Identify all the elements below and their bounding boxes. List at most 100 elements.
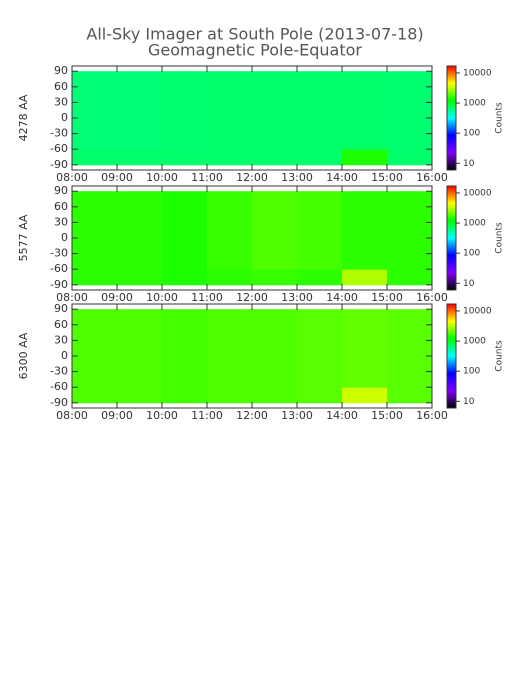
- heatmap-cell: [252, 387, 298, 404]
- heatmap-cell: [117, 356, 163, 373]
- heatmap-cell: [387, 206, 433, 223]
- heatmap-cell: [342, 191, 388, 208]
- x-tick-label: 14:00: [326, 291, 358, 304]
- heatmap-cell: [162, 191, 208, 208]
- heatmap-cell: [162, 118, 208, 135]
- heatmap-cell: [297, 356, 343, 373]
- heatmap-cell: [207, 269, 253, 286]
- heatmap-cell: [297, 71, 343, 88]
- heatmap-cell: [162, 309, 208, 326]
- heatmap-cell: [297, 269, 343, 286]
- heatmap-cell: [117, 206, 163, 223]
- heatmap-cell: [342, 133, 388, 150]
- heatmap-cell: [207, 133, 253, 150]
- heatmap-cell: [162, 206, 208, 223]
- colorbar: 10 100 1000 10000 Counts: [446, 185, 505, 291]
- heatmap-cell: [297, 253, 343, 270]
- y-tick-label: -90: [50, 396, 68, 409]
- heatmap-cell: [72, 371, 118, 388]
- heatmap-cell: [252, 149, 298, 166]
- colorbar-scale: [446, 65, 457, 171]
- heatmap-cell: [297, 206, 343, 223]
- heatmap-cell: [252, 191, 298, 208]
- heatmap-cell: [162, 269, 208, 286]
- y-tick-label: -30: [50, 365, 68, 378]
- heatmap-cell: [207, 324, 253, 341]
- x-tick-label: 09:00: [101, 171, 133, 184]
- heatmap-cell: [342, 102, 388, 119]
- heatmap-cell: [297, 238, 343, 255]
- x-tick-label: 09:00: [101, 409, 133, 422]
- heatmap-cell: [342, 253, 388, 270]
- y-tick-label: 60: [54, 318, 68, 331]
- heatmap-cell: [207, 191, 253, 208]
- x-tick-label: 08:00: [56, 409, 88, 422]
- heatmap-cell: [117, 149, 163, 166]
- heatmap-cell: [162, 238, 208, 255]
- heatmap-cell: [297, 191, 343, 208]
- y-tick-label: 90: [54, 302, 68, 315]
- heatmap-cell: [387, 133, 433, 150]
- heatmap-cell: [342, 340, 388, 357]
- heatmap-cell: [207, 356, 253, 373]
- x-tick-label: 16:00: [416, 171, 448, 184]
- heatmap-cell: [342, 309, 388, 326]
- heatmap-cell: [252, 71, 298, 88]
- heatmap-cell: [117, 191, 163, 208]
- x-tick-label: 11:00: [191, 171, 223, 184]
- heatmap-cell: [117, 118, 163, 135]
- heatmap-cell: [162, 71, 208, 88]
- heatmap-cell: [72, 253, 118, 270]
- y-tick-label: 30: [54, 333, 68, 346]
- colorbar-tick-label: 1000: [463, 219, 486, 229]
- heatmap-cell: [162, 133, 208, 150]
- heatmap-cell: [252, 340, 298, 357]
- heatmap-cell: [117, 133, 163, 150]
- heatmap-cell: [72, 340, 118, 357]
- heatmap-cell: [117, 387, 163, 404]
- y-tick-label: -30: [50, 127, 68, 140]
- heatmap-cell: [342, 238, 388, 255]
- y-tick-label: -30: [50, 247, 68, 260]
- chart-title: All-Sky Imager at South Pole (2013-07-18…: [86, 25, 423, 44]
- y-axis-label: 4278 AA: [17, 94, 30, 141]
- heatmap-cell: [342, 387, 388, 404]
- heatmap-cell: [387, 253, 433, 270]
- heatmap-cell: [342, 86, 388, 103]
- x-tick-label: 10:00: [146, 291, 178, 304]
- colorbar-tick-label: 100: [463, 367, 480, 377]
- colorbar-tick-label: 100: [463, 129, 480, 139]
- heatmap-cell: [72, 387, 118, 404]
- heatmap-cell: [387, 86, 433, 103]
- heatmap-cell: [72, 86, 118, 103]
- heatmap-cell: [342, 356, 388, 373]
- heatmap-cell: [162, 387, 208, 404]
- heatmap-cell: [72, 149, 118, 166]
- heatmap-cell: [117, 269, 163, 286]
- x-tick-label: 13:00: [281, 171, 313, 184]
- heatmap-cell: [342, 71, 388, 88]
- heatmap-cell: [117, 102, 163, 119]
- heatmap-cell: [387, 149, 433, 166]
- heatmap-cell: [117, 86, 163, 103]
- heatmap-cell: [252, 86, 298, 103]
- heatmap-cell: [117, 238, 163, 255]
- x-tick-label: 08:00: [56, 171, 88, 184]
- y-tick-label: 0: [61, 231, 68, 244]
- heatmap-cell: [72, 102, 118, 119]
- heatmap-cell: [252, 118, 298, 135]
- heatmap-cell: [207, 340, 253, 357]
- heatmap-cell: [72, 206, 118, 223]
- y-tick-label: -60: [50, 262, 68, 275]
- colorbar: 10 100 1000 10000 Counts: [446, 65, 505, 171]
- x-tick-label: 10:00: [146, 171, 178, 184]
- colorbar-tick-label: 10000: [463, 68, 492, 78]
- heatmap-cell: [207, 71, 253, 88]
- heatmap-cell: [117, 324, 163, 341]
- heatmap-cell: [387, 324, 433, 341]
- heatmap-cell: [387, 371, 433, 388]
- heatmap-cell: [252, 206, 298, 223]
- heatmap-cell: [207, 118, 253, 135]
- heatmap-cell: [162, 371, 208, 388]
